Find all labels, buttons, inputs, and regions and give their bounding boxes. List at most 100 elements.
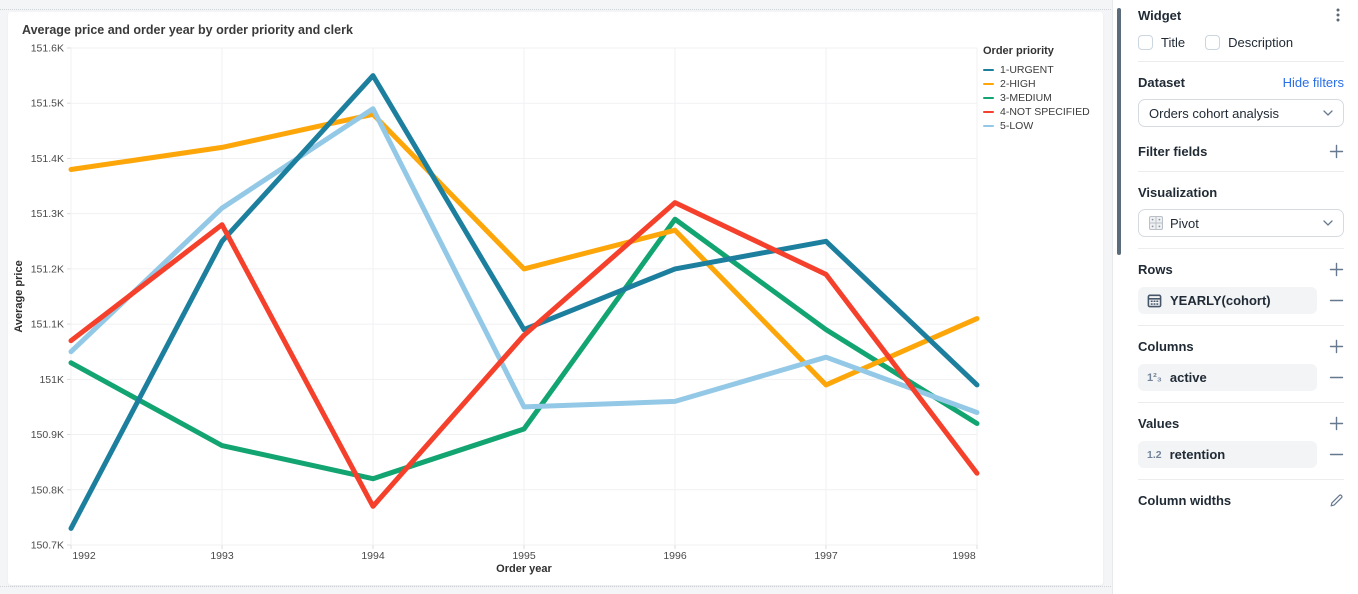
add-row-button[interactable] (1329, 262, 1344, 277)
columns-field-label: active (1169, 370, 1207, 385)
plus-icon (1329, 416, 1344, 430)
legend-swatch (983, 82, 994, 86)
series-line (68, 106, 980, 415)
chart-legend: Order priority 1-URGENT 2-HIGH 3-MEDIUM 4-N… (983, 45, 1101, 133)
svg-text:151.1K: 151.1K (31, 319, 64, 331)
columns-section-label: Columns (1138, 338, 1194, 354)
minus-icon (1329, 453, 1344, 456)
plus-icon (1329, 262, 1344, 276)
pivot-table-icon (1149, 216, 1163, 230)
checkbox-box[interactable] (1205, 34, 1221, 50)
legend-swatch (983, 110, 994, 114)
series-line (68, 111, 980, 388)
chevron-down-icon (1323, 110, 1333, 116)
legend-item[interactable]: 4-NOT SPECIFIED (983, 105, 1101, 119)
divider (1138, 325, 1344, 326)
column-widths-section-label: Column widths (1138, 492, 1232, 508)
filter-fields-section-label: Filter fields (1138, 143, 1208, 159)
divider (1138, 61, 1344, 62)
pencil-icon (1330, 493, 1343, 506)
visualization-select-value: Pivot (1170, 215, 1199, 231)
add-column-button[interactable] (1329, 339, 1344, 354)
field-number-icon: 1²₃ (1147, 371, 1162, 384)
legend-item[interactable]: 1-URGENT (983, 63, 1101, 77)
legend-label: 2-HIGH (1000, 78, 1036, 90)
field-decimal-icon: 1.2 (1147, 448, 1162, 461)
description-checkbox-label: Description (1228, 34, 1294, 50)
title-checkbox[interactable]: Title (1138, 34, 1185, 50)
add-filter-field-button[interactable] (1329, 144, 1344, 159)
svg-text:1995: 1995 (512, 550, 536, 562)
dataset-select-value: Orders cohort analysis (1149, 105, 1280, 121)
calendar-icon (1147, 294, 1162, 308)
panel-scrollbar[interactable] (1117, 8, 1121, 255)
checkbox-box[interactable] (1138, 34, 1153, 50)
plus-icon (1329, 339, 1344, 353)
legend-swatch (983, 68, 994, 72)
divider (1138, 402, 1344, 403)
line-chart: 150.7K 150.8K 150.9K 151K 151.1K 151.2K 151.3K… (13, 43, 980, 575)
svg-text:1998: 1998 (952, 550, 976, 562)
svg-text:Order year: Order year (496, 563, 552, 575)
svg-text:1996: 1996 (663, 550, 687, 562)
dashboard-grid-line (0, 586, 1111, 587)
chart-title: Average price and order year by order pr… (22, 23, 353, 37)
svg-text:150.8K: 150.8K (31, 484, 64, 496)
svg-text:1992: 1992 (72, 550, 96, 562)
rows-field-pill[interactable]: YEARLY(cohort) (1138, 287, 1317, 314)
remove-value-field-button[interactable] (1329, 447, 1344, 462)
kebab-menu-icon[interactable] (1332, 7, 1344, 23)
series-line (68, 216, 980, 482)
legend-swatch (983, 96, 994, 100)
hide-filters-link[interactable]: Hide filters (1282, 74, 1344, 90)
divider (1138, 479, 1344, 480)
svg-text:151.4K: 151.4K (31, 153, 64, 165)
settings-panel: Widget Title Description Dataset Hide fi… (1112, 0, 1358, 594)
svg-text:151.6K: 151.6K (31, 43, 64, 55)
svg-text:150.9K: 150.9K (31, 429, 64, 441)
dataset-section-label: Dataset (1138, 74, 1185, 90)
series-line (68, 200, 980, 509)
title-checkbox-label: Title (1161, 34, 1186, 50)
rows-section-label: Rows (1138, 261, 1173, 277)
series-line (68, 73, 980, 531)
svg-text:1997: 1997 (814, 550, 838, 562)
legend-label: 1-URGENT (1000, 64, 1054, 76)
remove-row-field-button[interactable] (1329, 293, 1344, 308)
values-field-pill[interactable]: 1.2 retention (1138, 441, 1317, 468)
svg-text:151.3K: 151.3K (31, 208, 64, 220)
widget-section-label: Widget (1138, 7, 1182, 23)
dataset-select[interactable]: Orders cohort analysis (1138, 99, 1344, 127)
values-section-label: Values (1138, 415, 1180, 431)
svg-text:150.7K: 150.7K (31, 540, 64, 552)
legend-item[interactable]: 2-HIGH (983, 77, 1101, 91)
values-field-label: retention (1169, 447, 1226, 462)
columns-field-pill[interactable]: 1²₃ active (1138, 364, 1317, 391)
svg-text:151.2K: 151.2K (31, 263, 64, 275)
svg-text:1994: 1994 (361, 550, 385, 562)
plus-icon (1329, 144, 1344, 158)
svg-text:151K: 151K (39, 374, 64, 386)
svg-text:151.5K: 151.5K (31, 98, 64, 110)
svg-text:1993: 1993 (210, 550, 234, 562)
add-value-button[interactable] (1329, 416, 1344, 431)
visualization-section-label: Visualization (1138, 184, 1218, 200)
visualization-select[interactable]: Pivot (1138, 209, 1344, 237)
legend-label: 4-NOT SPECIFIED (1000, 106, 1090, 118)
chart-card: Average price and order year by order pr… (8, 12, 1103, 585)
rows-field-label: YEARLY(cohort) (1170, 293, 1271, 308)
legend-label: 3-MEDIUM (1000, 92, 1052, 104)
dashboard-grid-line (0, 9, 1111, 10)
legend-item[interactable]: 5-LOW (983, 119, 1101, 133)
legend-label: 5-LOW (1000, 120, 1034, 132)
remove-column-field-button[interactable] (1329, 370, 1344, 385)
legend-swatch (983, 124, 994, 128)
divider (1138, 248, 1344, 249)
edit-column-widths-button[interactable] (1329, 493, 1344, 508)
chevron-down-icon (1323, 220, 1333, 226)
svg-text:Average price: Average price (13, 260, 25, 332)
description-checkbox[interactable]: Description (1205, 34, 1293, 50)
minus-icon (1329, 376, 1344, 379)
minus-icon (1329, 299, 1344, 302)
legend-item[interactable]: 3-MEDIUM (983, 91, 1101, 105)
